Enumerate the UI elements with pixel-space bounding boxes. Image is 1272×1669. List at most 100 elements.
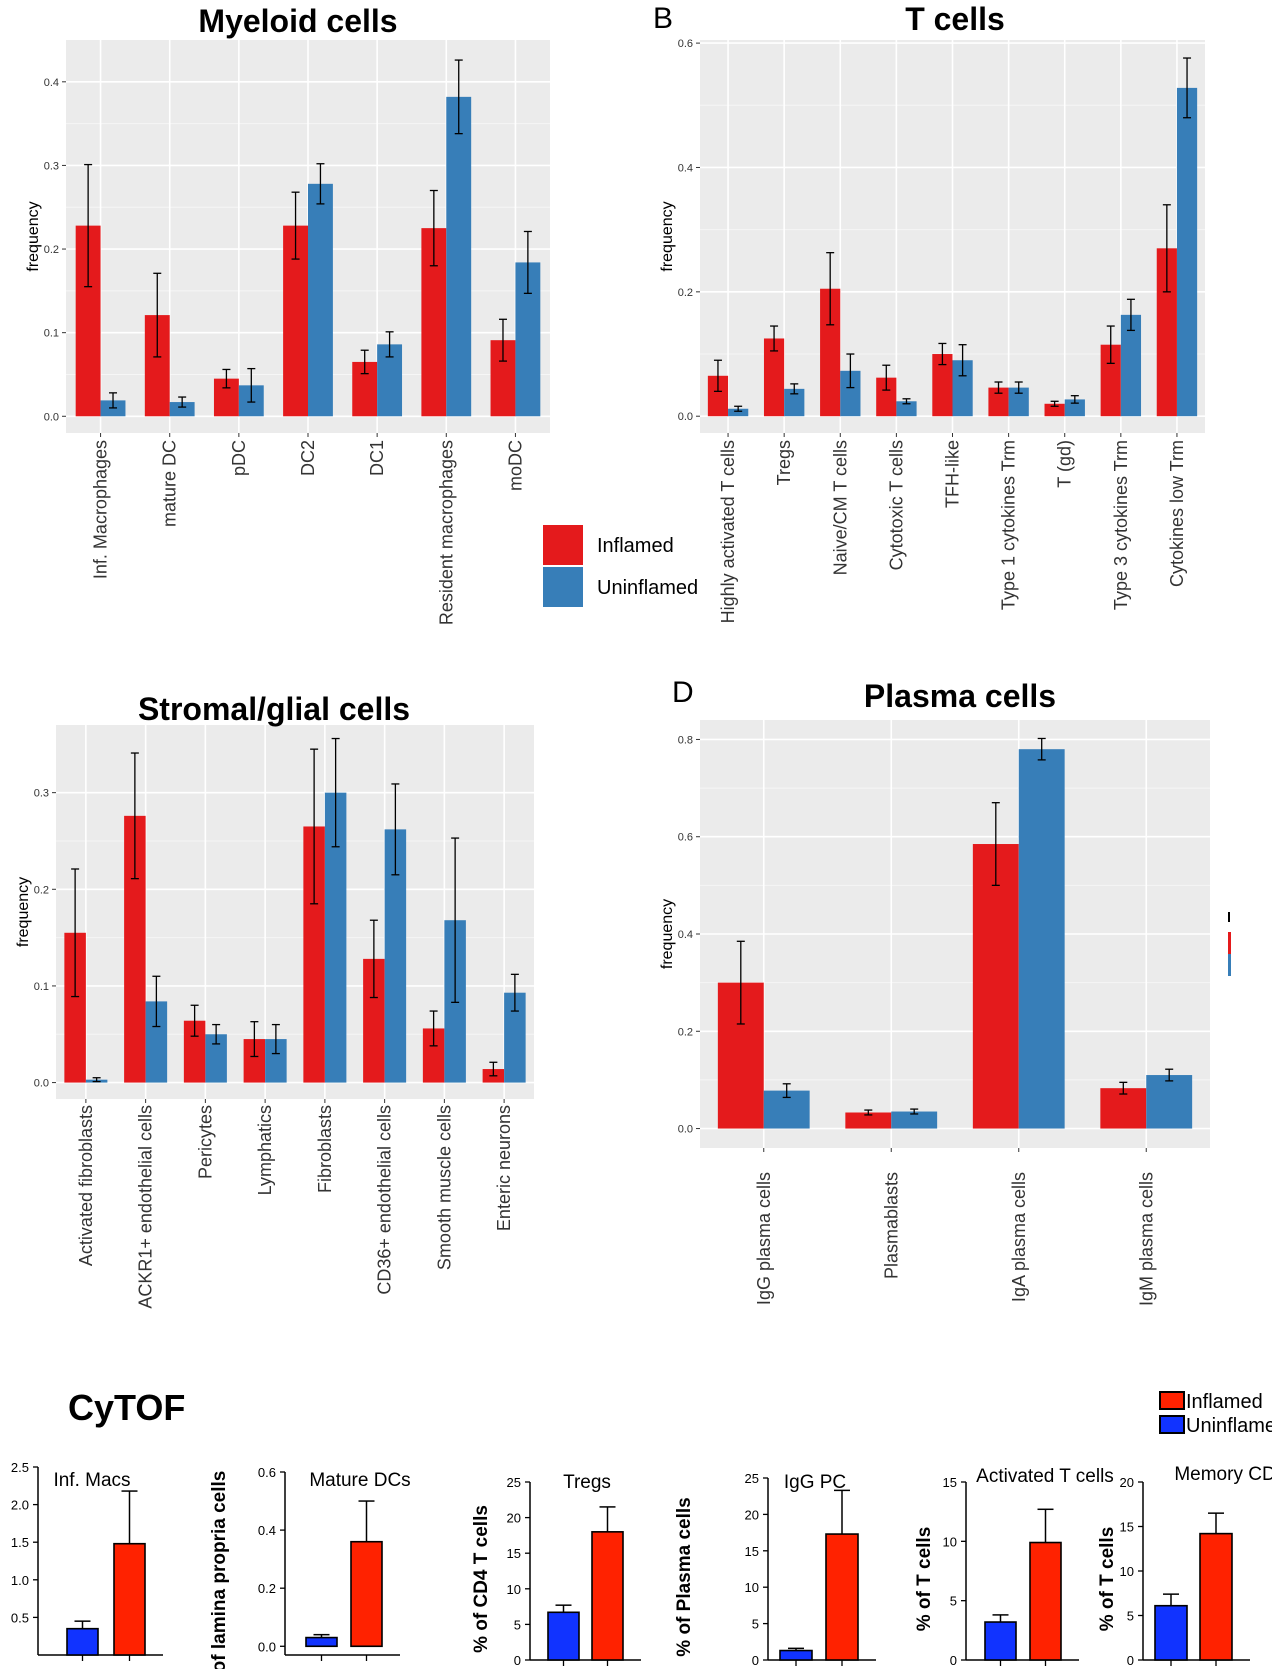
x-tick-label: Inf. Macrophages: [91, 440, 111, 579]
y-tick-label: 0.4: [258, 1523, 276, 1538]
y-axis-label: % of CD4 T cells: [471, 1505, 492, 1653]
y-tick-label: 25: [745, 1471, 759, 1486]
bar-uninflamed: [779, 1649, 813, 1661]
y-tick-label: 0.1: [44, 328, 59, 340]
bar-uninflamed-lymphatics: [265, 1039, 287, 1083]
bar-inflamed: [113, 1542, 146, 1656]
bar-uninflamed-tfh-like: [952, 360, 973, 417]
x-tick-label: Smooth muscle cells: [434, 1105, 454, 1270]
y-tick-label: 15: [943, 1475, 957, 1490]
x-tick-label: TFH-like: [943, 440, 963, 508]
x-tick-label: IgG plasma cells: [754, 1172, 774, 1305]
y-axis-label: frequency: [25, 201, 42, 271]
y-tick-label: 0: [1127, 1653, 1134, 1668]
bar-inflamed-activated-fibroblasts: [64, 932, 86, 1083]
x-tick-label: mature DC: [160, 440, 180, 527]
bar-uninflamed-ackr1-endothelial-cells: [145, 1001, 168, 1083]
y-tick-label: 20: [745, 1507, 759, 1522]
y-tick-label: 20: [507, 1511, 521, 1526]
y-tick-label: 10: [745, 1580, 759, 1595]
chart-title: Inf. Macs: [53, 1470, 130, 1491]
x-tick-label: CD36+ endothelial cells: [375, 1105, 395, 1295]
y-tick-label: 5: [514, 1617, 521, 1632]
x-tick-label: Resident macrophages: [436, 440, 456, 625]
legend-label-uninflamed: Uninflamed: [597, 577, 698, 599]
bar-uninflamed-pericytes: [205, 1034, 227, 1083]
bar-uninflamed: [305, 1636, 338, 1648]
y-tick-label: 0.0: [44, 411, 59, 423]
y-tick-label: 0.5: [11, 1610, 29, 1625]
x-tick-label: Plasmablasts: [881, 1172, 901, 1279]
bar-inflamed-pericytes: [183, 1020, 206, 1083]
y-tick-label: 0.4: [678, 929, 693, 941]
bar-uninflamed: [66, 1627, 99, 1656]
legend-label-inflamed: Inflamed: [597, 535, 674, 557]
bar-inflamed-tregs: [763, 338, 785, 417]
y-tick-label: 0.6: [678, 38, 693, 50]
x-tick-label: Activated fibroblasts: [76, 1105, 96, 1266]
bar-uninflamed-mature-dc: [169, 402, 195, 417]
x-tick-label: DC2: [298, 440, 318, 476]
chart-cy_infmacs: 0.5 1.0 1.5 2.0 2.5 Inf. Macs: [11, 1460, 163, 1661]
x-tick-label: T (gd): [1055, 440, 1075, 488]
cytof-legend-swatch-inflamed: [1159, 1391, 1185, 1410]
y-tick-label: 0.0: [258, 1639, 276, 1654]
bar-inflamed-ackr1-endothelial-cells: [124, 815, 146, 1083]
charts-layer: 0.0 0.1 0.2 0.3 0.4 Inf. Macrophages mature DC…: [11, 1, 1272, 1669]
bar-uninflamed-type-3-cytokines-trm: [1120, 314, 1142, 417]
chart-plasma: 0.0 0.2 0.4 0.6 0.8 IgG plasma cells Plasmabla…: [659, 676, 1210, 1306]
bar-uninflamed-tregs: [784, 388, 805, 417]
y-tick-label: 0.6: [678, 832, 693, 844]
chart-cy_iggpc: 0 5 10 15 20 25 IgG PC % of Plasma cells: [674, 1471, 876, 1668]
cytof-section-title: CyTOF: [68, 1387, 185, 1428]
bar-inflamed-iga-plasma-cells: [972, 844, 1019, 1129]
y-tick-label: 0.2: [34, 884, 49, 896]
x-tick-label: Lymphatics: [255, 1105, 275, 1195]
y-tick-label: 15: [507, 1546, 521, 1561]
y-tick-label: 0.0: [34, 1078, 49, 1090]
y-tick-label: 2.0: [11, 1498, 29, 1513]
bar-uninflamed-cytokines-low-trm: [1176, 87, 1198, 417]
y-tick-label: 0.2: [44, 244, 59, 256]
chart-title: Tregs: [563, 1472, 611, 1493]
bar-uninflamed-fibroblasts: [324, 792, 347, 1083]
panel-letter: D: [672, 676, 694, 709]
chart-title: IgG PC: [784, 1472, 846, 1493]
y-tick-label: 0.2: [678, 287, 693, 299]
bar-inflamed-igm-plasma-cells: [1100, 1088, 1147, 1129]
chart-tcells: 0.0 0.2 0.4 0.6 Highly activated T cells Treg…: [653, 1, 1205, 623]
y-axis-label: frequency: [659, 899, 676, 969]
legend-swatch-uninflamed: [543, 567, 583, 607]
x-tick-label: Tregs: [774, 440, 794, 485]
bar-uninflamed-type-1-cytokines-trm: [1008, 387, 1029, 417]
bar-uninflamed-t-gd-: [1064, 399, 1085, 417]
bar-uninflamed: [1154, 1604, 1188, 1661]
chart-title: Plasma cells: [864, 678, 1056, 714]
panel-letter: B: [653, 2, 673, 35]
bar-uninflamed-iga-plasma-cells: [1018, 749, 1065, 1129]
y-tick-label: 0.1: [34, 981, 49, 993]
y-tick-label: 0.4: [44, 77, 59, 89]
y-axis-label: % of T cells: [914, 1527, 935, 1632]
x-tick-label: Enteric neurons: [494, 1105, 514, 1231]
bar-inflamed-tfh-like: [932, 354, 953, 417]
bar-uninflamed-dc2: [308, 183, 333, 417]
y-tick-label: 0.4: [678, 162, 693, 174]
chart-title: Mature DCs: [309, 1470, 410, 1491]
x-tick-label: Cytokines low Trm: [1167, 440, 1187, 587]
y-axis-label: of lamina propria cells: [209, 1471, 230, 1669]
bar-uninflamed-highly-activated-t-cells: [728, 408, 749, 417]
bar-inflamed-lymphatics: [243, 1039, 266, 1083]
x-tick-label: pDC: [229, 440, 249, 476]
y-tick-label: 15: [745, 1544, 759, 1559]
main-legend: Inflamed Uninflamed: [543, 525, 698, 607]
y-tick-label: 0.2: [258, 1581, 276, 1596]
chart-myeloid: 0.0 0.1 0.2 0.3 0.4 Inf. Macrophages mature DC…: [25, 3, 550, 625]
x-tick-label: IgA plasma cells: [1009, 1172, 1029, 1302]
y-tick-label: 0: [514, 1653, 521, 1668]
y-tick-label: 10: [507, 1582, 521, 1597]
chart-cy_tregs: 0 5 10 15 20 25 Tregs % of CD4 T cells: [471, 1472, 641, 1668]
bar-uninflamed-cytotoxic-t-cells: [896, 401, 917, 417]
bar-inflamed: [350, 1540, 383, 1648]
chart-title: Activated T cells: [976, 1466, 1114, 1487]
